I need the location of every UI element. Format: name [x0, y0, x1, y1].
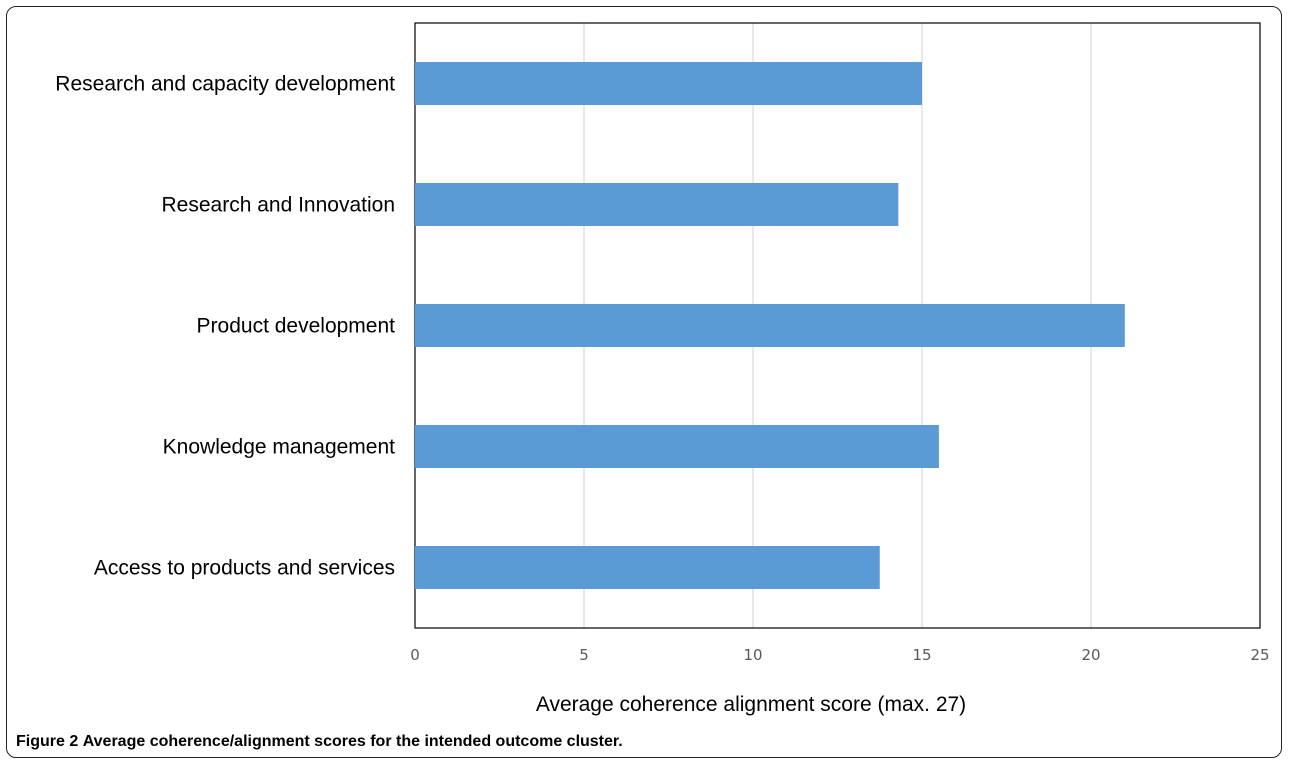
category-label: Knowledge management	[163, 436, 395, 459]
x-tick-label: 5	[579, 646, 589, 664]
figure-number: Figure 2	[16, 733, 79, 750]
figure-frame	[6, 6, 1282, 758]
category-label: Research and capacity development	[55, 73, 395, 96]
x-tick-label: 0	[410, 646, 420, 664]
bar	[415, 62, 922, 105]
x-axis-title: Average coherence alignment score (max. …	[536, 693, 966, 716]
category-label: Product development	[197, 315, 396, 338]
x-tick-label: 20	[1081, 646, 1100, 664]
x-tick-label: 15	[912, 646, 931, 664]
category-label: Research and Innovation	[162, 194, 396, 217]
bar	[415, 425, 939, 468]
x-tick-label: 25	[1250, 646, 1269, 664]
x-tick-labels: 0 5 10 15 20 25	[410, 646, 1269, 664]
x-tick-label: 10	[743, 646, 762, 664]
caption-text: Average coherence/alignment scores for t…	[82, 733, 623, 750]
bar	[415, 546, 880, 589]
category-labels: Research and capacity development Researc…	[55, 73, 395, 580]
bars	[415, 62, 1125, 589]
bar	[415, 304, 1125, 347]
bar-chart: Research and capacity development Researc…	[55, 22, 1270, 716]
category-label: Access to products and services	[94, 557, 395, 580]
figure-caption: Figure 2 Average coherence/alignment sco…	[16, 733, 623, 751]
bar	[415, 183, 899, 226]
